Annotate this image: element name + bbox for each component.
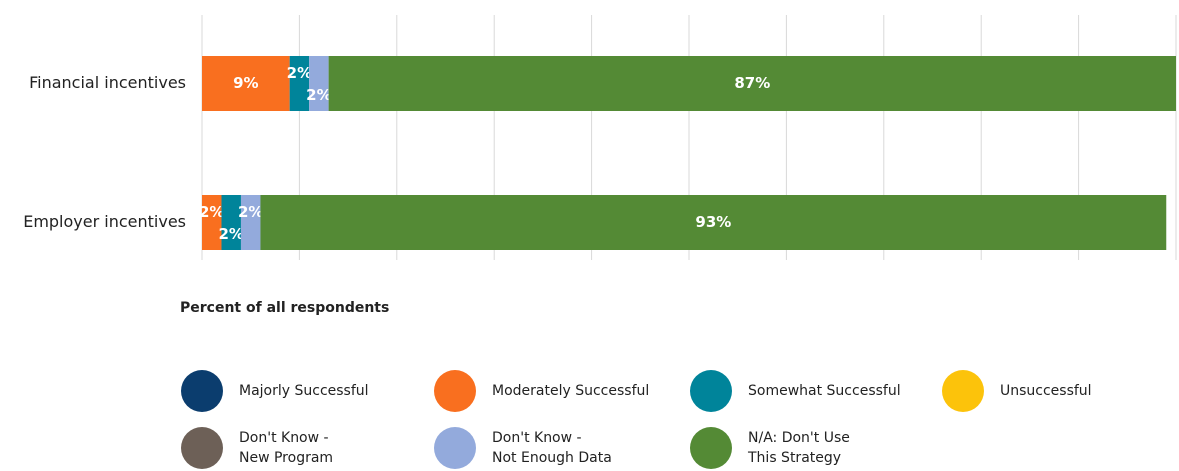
category-label: Employer incentives	[23, 212, 186, 231]
legend-label: Somewhat Successful	[748, 383, 901, 399]
legend-swatch	[434, 427, 476, 469]
bar-segment	[328, 56, 1176, 111]
legend-label: N/A: Don't Use This Strategy	[748, 430, 850, 466]
bar-segment	[260, 195, 1167, 250]
category-label: Financial incentives	[29, 73, 186, 92]
data-label: 2%	[238, 203, 263, 221]
bar-segment	[309, 56, 329, 111]
bar-segment	[289, 56, 310, 111]
data-label: 2%	[287, 64, 312, 82]
data-label: 87%	[734, 74, 770, 92]
bar-segment	[202, 56, 290, 111]
legend-item: Don't Know - Not Enough Data	[434, 427, 612, 469]
bar-segment	[221, 195, 241, 250]
legend-swatch	[434, 370, 476, 412]
chart: Percent of all respondents Financial inc…	[23, 15, 1177, 316]
data-label: 2%	[306, 86, 331, 104]
legend-item: Unsuccessful	[942, 370, 1092, 412]
legend-item: Don't Know - New Program	[181, 427, 333, 469]
legend-label: Don't Know - New Program	[239, 430, 334, 466]
legend-item: Moderately Successful	[434, 370, 649, 412]
legend-swatch	[690, 370, 732, 412]
legend-label: Unsuccessful	[1000, 383, 1092, 399]
legend-label: Don't Know - Not Enough Data	[492, 430, 612, 466]
legend-label: Majorly Successful	[239, 383, 369, 399]
bar-segment	[202, 195, 222, 250]
data-label: 2%	[199, 203, 224, 221]
legend-swatch	[690, 427, 732, 469]
legend-swatch	[181, 427, 223, 469]
data-label: 2%	[218, 225, 243, 243]
data-label: 93%	[695, 213, 731, 231]
legend-item: Majorly Successful	[181, 370, 369, 412]
legend-swatch	[942, 370, 984, 412]
legend-item: N/A: Don't Use This Strategy	[690, 427, 850, 469]
x-axis-label: Percent of all respondents	[180, 300, 389, 316]
data-label: 9%	[233, 74, 258, 92]
legend-label: Moderately Successful	[492, 383, 650, 399]
legend-swatch	[181, 370, 223, 412]
bar-segment	[240, 195, 261, 250]
legend-item: Somewhat Successful	[690, 370, 901, 412]
